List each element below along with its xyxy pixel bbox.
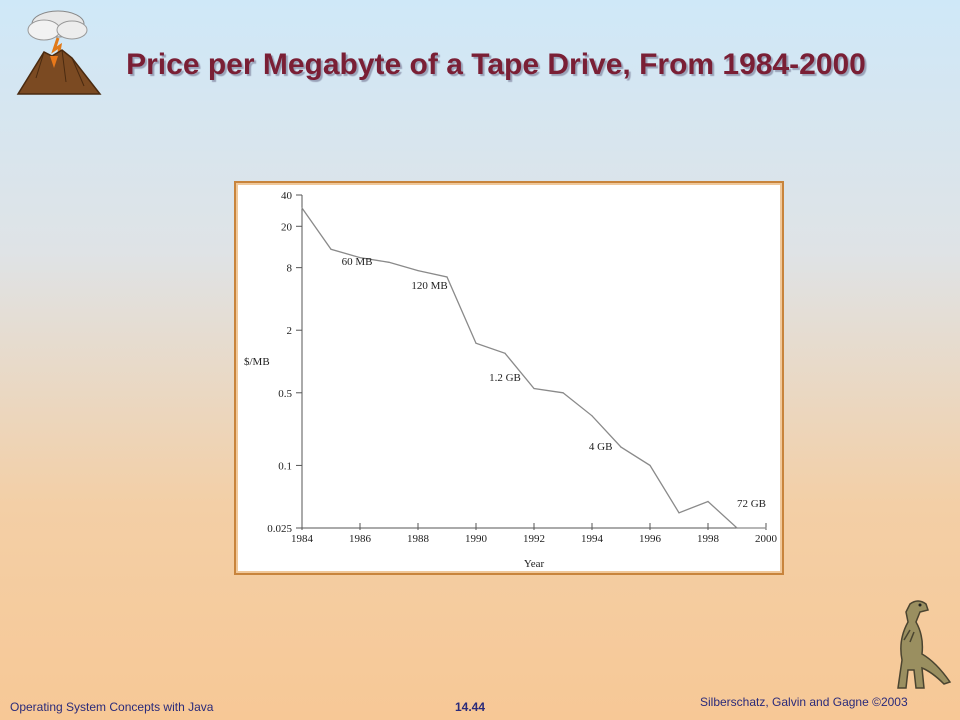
data-point [649,464,651,467]
footer-slide-number: 14.44 [455,700,486,714]
x-tick-label: 1988 [407,533,430,545]
volcano-logo-icon [16,10,102,95]
y-tick-label: 0.025 [267,523,292,535]
x-tick-label: 1996 [639,533,662,545]
data-point [562,392,564,394]
data-point [707,500,709,503]
data-point [533,387,535,390]
x-tick-label: 1998 [697,533,720,545]
y-tick-label: 0.5 [278,388,292,400]
data-point [591,415,593,417]
capacity-annotation: 60 MB [342,256,373,268]
data-point [678,512,680,514]
x-tick-label: 2000 [755,533,778,545]
x-tick-label: 1984 [291,533,314,545]
capacity-annotation: 1.2 GB [489,372,521,384]
chart-frame: 40 20 8 2 0.5 0.1 0.025 1984 1986 1988 1990 1992 199… [234,181,784,575]
data-point [330,248,332,250]
x-axis-label: Year [524,558,545,570]
footer-authors: Silberschatz, Galvin and Gagne ©2003 [700,695,908,709]
data-point [475,342,477,344]
x-tick-label: 1992 [523,533,545,545]
x-tick-label: 1994 [581,533,604,545]
slide-title: Price per Megabyte of a Tape Drive, From… [126,48,866,81]
x-tick-label: 1986 [349,533,372,545]
y-tick-label: 40 [281,190,293,202]
data-point [301,207,303,209]
data-point [388,261,390,263]
footer-book-title: Operating System Concepts with Java [10,700,214,714]
data-point [446,276,448,278]
capacity-annotation: 4 GB [589,441,613,453]
data-point [359,256,361,259]
data-point [620,446,622,448]
y-axis-label: $/MB [244,356,270,368]
x-tick-label: 1990 [465,533,488,545]
y-tick-label: 8 [287,263,293,275]
y-tick-label: 0.1 [278,460,292,472]
data-point [736,527,738,529]
dinosaur-mascot-icon [897,600,952,689]
data-point [765,527,767,529]
capacity-annotation: 72 GB [737,498,766,510]
y-tick-label: 2 [287,325,293,337]
capacity-annotation: 120 MB [411,280,447,292]
data-point [504,352,506,354]
data-point [417,269,419,272]
y-tick-label: 20 [281,221,293,233]
